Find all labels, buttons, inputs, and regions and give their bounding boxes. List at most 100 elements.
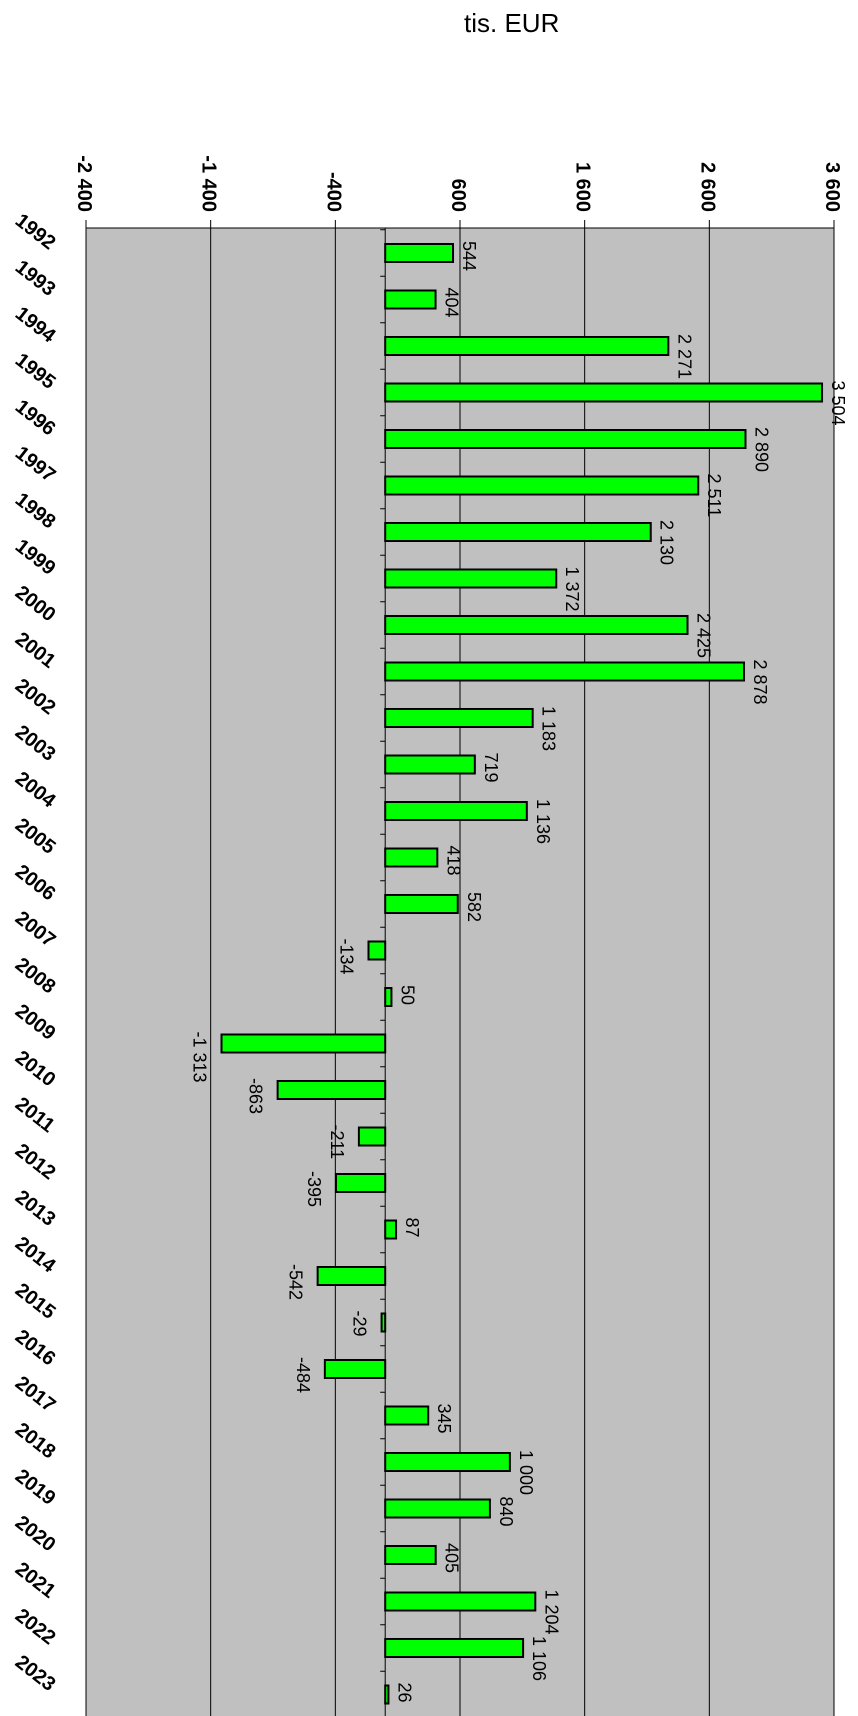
- value-label: 582: [464, 892, 484, 922]
- bar: [384, 1498, 491, 1519]
- value-label: -484: [293, 1357, 313, 1393]
- category-label: 2010: [11, 1047, 60, 1092]
- bar: [384, 1591, 537, 1612]
- value-label: 405: [442, 1543, 462, 1573]
- bar: [384, 522, 652, 542]
- value-label: 418: [443, 846, 463, 876]
- value-label: -29: [350, 1311, 370, 1337]
- category-label: 2023: [11, 1651, 60, 1696]
- value-label: 50: [397, 985, 417, 1005]
- bar: [384, 336, 670, 356]
- category-label: 2013: [11, 1186, 60, 1231]
- category-label: 2000: [11, 582, 60, 627]
- value-label: 840: [496, 1497, 516, 1527]
- bars: [220, 229, 824, 1705]
- value-label: 404: [442, 288, 462, 318]
- value-label: 87: [402, 1218, 422, 1238]
- bar: [384, 615, 689, 635]
- bar: [384, 894, 459, 914]
- category-label: 1992: [11, 210, 60, 255]
- category-label: 1996: [11, 396, 60, 441]
- category-label: 1997: [11, 442, 60, 487]
- bar: [384, 801, 528, 821]
- bar: [367, 940, 387, 961]
- category-label: 2003: [11, 721, 60, 766]
- bar: [384, 429, 747, 449]
- bar: [384, 1545, 437, 1565]
- category-label: 2019: [11, 1465, 60, 1510]
- category-label: 2016: [11, 1326, 60, 1371]
- value-label: 3 504: [828, 381, 848, 426]
- value-label: -1 313: [190, 1032, 210, 1083]
- value-label: -542: [286, 1264, 306, 1300]
- category-label: 2002: [11, 675, 60, 720]
- bar: [384, 1219, 398, 1240]
- category-label: 1993: [11, 256, 60, 301]
- bar: [384, 987, 393, 1007]
- category-label: 2001: [11, 628, 60, 673]
- bar: [384, 1405, 430, 1426]
- bar: [380, 1312, 387, 1333]
- category-label: 2005: [11, 814, 60, 859]
- value-label: 26: [394, 1683, 414, 1703]
- category-labels: 1992199319941995199619971998199920002001…: [11, 210, 60, 1696]
- category-label: 2004: [11, 768, 60, 813]
- y-tick-label: 3 600: [821, 162, 843, 212]
- bar: [384, 661, 745, 682]
- y-tick-label: -2 400: [73, 155, 95, 212]
- value-label: 2 878: [750, 660, 770, 705]
- bar: [384, 475, 700, 496]
- y-tick-label: 2 600: [696, 162, 718, 212]
- value-label: 2 890: [751, 427, 771, 472]
- y-tick-label: 1 600: [572, 162, 594, 212]
- value-labels: 544 404 2 271 3 504 2 890 2 511 2 130 1 372 2 42…: [190, 241, 849, 1703]
- category-label: 2021: [11, 1558, 60, 1603]
- value-label: 719: [481, 753, 501, 783]
- value-label: 1 372: [562, 567, 582, 612]
- bar: [384, 1684, 390, 1705]
- value-label: 1 204: [541, 1590, 561, 1635]
- category-label: 2020: [11, 1512, 60, 1557]
- bar: [384, 1452, 511, 1472]
- category-label: 2008: [11, 954, 60, 999]
- bar: [384, 382, 824, 403]
- bar: [384, 568, 558, 589]
- y-tick-label: -1 400: [198, 155, 220, 212]
- bar: [276, 1080, 387, 1100]
- value-label: 2 511: [704, 474, 724, 518]
- value-label: 2 425: [694, 613, 714, 658]
- value-label: 1 106: [529, 1636, 549, 1681]
- value-label: -134: [336, 939, 356, 975]
- y-tick-label: 600: [447, 179, 469, 212]
- category-label: 2022: [11, 1605, 60, 1650]
- category-label: 2006: [11, 861, 60, 906]
- category-label: 1995: [11, 349, 60, 394]
- value-label: 2 271: [674, 334, 694, 379]
- category-label: 2017: [11, 1372, 60, 1417]
- bar: [384, 243, 455, 263]
- value-label: 1 183: [539, 706, 559, 751]
- bar: [316, 1266, 387, 1286]
- category-label: 2007: [11, 907, 60, 952]
- value-label: 1 000: [516, 1450, 536, 1495]
- y-tick-labels: -2 400 -1 400 -400 600 1 600 2 600 3 600: [73, 155, 843, 212]
- value-label: -863: [246, 1078, 266, 1114]
- y-tick-label: -400: [322, 172, 344, 212]
- unit-label: tis. EUR: [464, 8, 560, 38]
- category-label: 2014: [11, 1233, 60, 1278]
- category-label: 2018: [11, 1419, 60, 1464]
- value-label: -211: [327, 1125, 347, 1160]
- bar: [384, 1638, 525, 1658]
- category-label: 2015: [11, 1279, 60, 1324]
- category-label: 2012: [11, 1140, 60, 1185]
- category-label: 1998: [11, 489, 60, 534]
- bar: [384, 754, 476, 775]
- value-label: 345: [434, 1404, 454, 1434]
- category-label: 1999: [11, 535, 60, 580]
- bar: [334, 1173, 387, 1193]
- value-label: -395: [304, 1171, 324, 1207]
- value-label: 1 136: [533, 799, 553, 844]
- bar: [384, 708, 534, 728]
- category-label: 1994: [11, 303, 60, 348]
